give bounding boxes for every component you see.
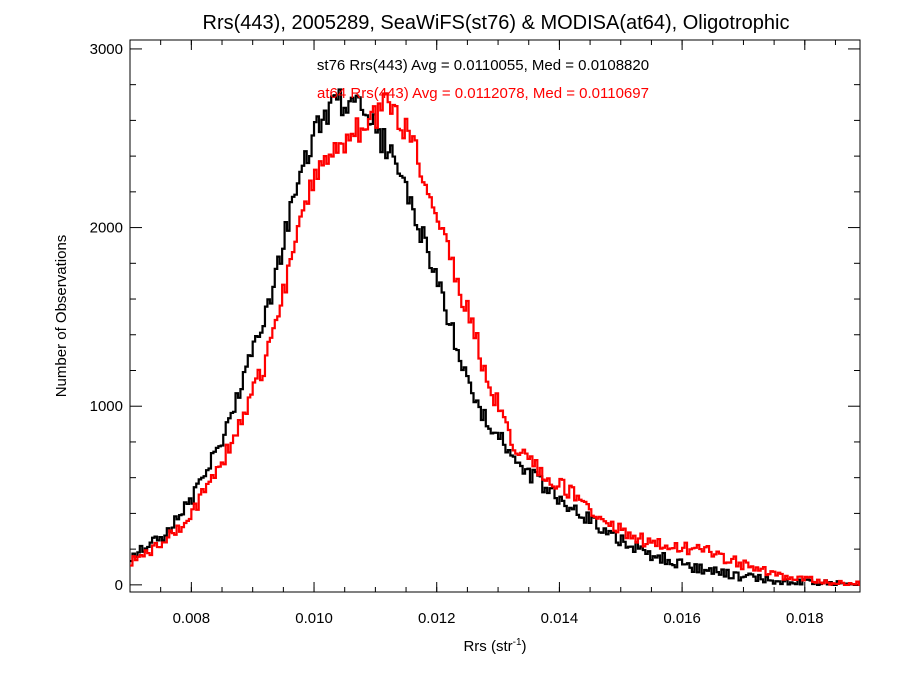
y-tick-label: 3000 [90,41,123,58]
x-tick-label: 0.008 [173,610,211,627]
x-axis-label: Rrs (str-1) [463,637,526,655]
x-tick-label: 0.018 [786,610,824,627]
y-tick-label: 1000 [90,398,123,415]
x-tick-label: 0.016 [663,610,701,627]
axis-ticks: 0.008 0.010 0.012 0.014 0.016 0.018 0 1000 2000 3… [90,40,860,627]
stats-annotation-st76: st76 Rrs(443) Avg = 0.0110055, Med = 0.0… [317,57,649,74]
y-tick-label: 2000 [90,220,123,237]
y-axis-label: Number of Observations [53,235,70,398]
x-tick-label: 0.010 [295,610,333,627]
y-tick-label: 0 [115,577,123,594]
plot-frame [129,39,861,593]
series-at64-histogram [130,92,860,586]
x-tick-label: 0.012 [418,610,456,627]
series-st76-histogram [130,88,860,586]
chart-title: Rrs(443), 2005289, SeaWiFS(st76) & MODIS… [203,12,790,34]
x-tick-label: 0.014 [541,610,579,627]
series-layer [130,88,860,586]
stats-annotation-at64: at64 Rrs(443) Avg = 0.0112078, Med = 0.0… [317,85,649,102]
